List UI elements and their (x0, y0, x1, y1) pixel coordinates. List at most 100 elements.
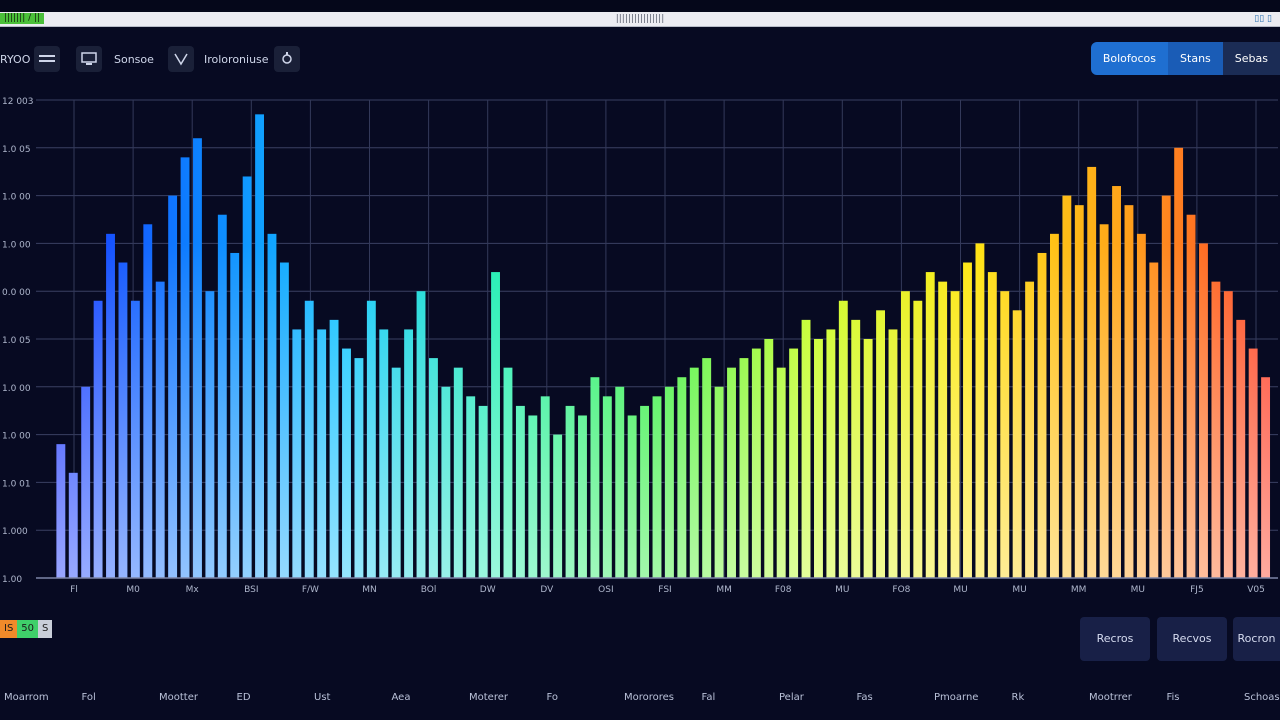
monitor-button[interactable] (76, 46, 102, 72)
spectrum-bar-glow (255, 114, 264, 578)
spectrum-bar-glow (727, 367, 736, 578)
tab-bolofocos[interactable]: Bolofocos (1090, 42, 1169, 75)
bottom-label-row: Moarrom Fol Mootter ED Ust Aea Moterer Fo Mororo… (0, 692, 1280, 710)
spectrum-bar-glow (1261, 377, 1271, 578)
window-controls[interactable]: ▯▯ ▯ (1254, 14, 1272, 24)
bottom-label: ED (236, 692, 251, 703)
spectrum-bar-glow (416, 291, 426, 578)
toolbar: RYOO Sonsoe Iroloroniuse (0, 40, 1280, 78)
bottom-label: Fol (81, 692, 96, 703)
spectrum-bar-glow (503, 367, 513, 578)
spectrum-bar-glow (1124, 205, 1134, 578)
spectrum-bar-glow (826, 329, 836, 578)
spectrum-bar-glow (1000, 291, 1010, 578)
spectrum-bar-glow (279, 262, 289, 578)
spectrum-bar-glow (230, 252, 240, 578)
spectrum-bar-glow (453, 367, 463, 578)
legend-chip-gray[interactable]: S (38, 620, 53, 638)
spectrum-bar-glow (205, 291, 215, 578)
spectrum-bar-glow (1099, 224, 1109, 578)
app-label: RYOO (0, 52, 31, 66)
legend-chip-green[interactable]: 50 (17, 620, 39, 638)
spectrum-bar-glow (528, 415, 538, 578)
spectrum-bar-glow (130, 300, 140, 578)
spectrum-bar-glow (1248, 348, 1258, 578)
tab-sebas[interactable]: Sebas (1222, 42, 1280, 75)
legend-chips: IS 50 S (0, 620, 53, 638)
y-tick-label: 1.0 00 (2, 384, 31, 394)
rocron-button[interactable]: Rocron (1233, 617, 1280, 661)
window-titlebar: ||||||| / || |||||||||||||||| ▯▯ ▯ (0, 12, 1280, 27)
spectrum-bar-glow (118, 262, 128, 578)
spectrum-bar-glow (391, 367, 401, 578)
y-tick-label: 1.0 00 (2, 432, 31, 442)
spectrum-bar-glow (900, 291, 910, 578)
bottom-label: Aea (391, 692, 411, 703)
spectrum-bar-glow (776, 367, 786, 578)
spectrum-bar-glow (714, 386, 724, 578)
x-tick-label: DW (480, 585, 496, 595)
x-tick-label: FO8 (892, 585, 910, 595)
tab-stans[interactable]: Stans (1168, 42, 1223, 75)
spectrum-bar-glow (1211, 281, 1221, 578)
recvos-button[interactable]: Recvos (1157, 617, 1227, 661)
spectrum-bar-glow (466, 396, 476, 578)
spectrum-bar-glow (540, 396, 550, 578)
bottom-label: Mootrrer (1089, 692, 1132, 703)
x-tick-label: MU (953, 585, 967, 595)
spectrum-bar-glow (366, 300, 376, 578)
y-tick-label: 1.0 00 (2, 193, 31, 203)
spectrum-bar-glow (1112, 186, 1121, 578)
y-tick-label: 0.0 00 (2, 288, 31, 298)
toolbar-item-sonsoe[interactable]: Sonsoe (114, 52, 154, 66)
y-tick-label: 1.00 (2, 575, 22, 585)
spectrum-bar-glow (354, 358, 364, 578)
x-tick-label: FSI (658, 585, 671, 595)
spectrum-bar-glow (814, 339, 823, 578)
x-tick-label: MU (1012, 585, 1026, 595)
spectrum-bar-glow (478, 405, 488, 578)
spectrum-bar-glow (876, 310, 885, 578)
spectrum-bar-glow (1199, 243, 1208, 578)
recros-button[interactable]: Recros (1080, 617, 1150, 661)
spectrum-bar-glow (950, 291, 960, 578)
x-tick-label: V05 (1247, 585, 1265, 595)
x-tick-label: MU (835, 585, 849, 595)
spectrum-bar-glow (652, 396, 662, 578)
spectrum-bar-glow (553, 434, 563, 578)
spectrum-bar-glow (1223, 291, 1233, 578)
spectrum-bar-glow (590, 377, 600, 578)
spectrum-bar-glow (664, 386, 674, 578)
spectrum-bar-glow (379, 329, 389, 578)
x-tick-label: Fl (70, 585, 78, 595)
x-tick-label: DV (540, 585, 554, 595)
bottom-label: Pmoarne (934, 692, 979, 703)
spectrum-bar-glow (1174, 147, 1184, 579)
bottom-label: Fal (701, 692, 716, 703)
settings-button[interactable] (274, 46, 300, 72)
spectrum-bar-glow (1149, 262, 1159, 578)
route-button[interactable] (168, 46, 194, 72)
x-tick-label: BOl (421, 585, 437, 595)
toolbar-item-iroloroniuse[interactable]: Iroloroniuse (204, 52, 269, 66)
x-tick-label: F/W (302, 585, 319, 595)
y-tick-label: 1.0 05 (2, 336, 31, 346)
y-tick-label: 1.0 05 (2, 145, 31, 155)
spectrum-bar-glow (342, 348, 351, 578)
spectrum-bar-glow (180, 157, 190, 579)
monitor-icon (76, 46, 102, 72)
spectrum-bar-glow (751, 348, 761, 578)
spectrum-bar-glow (1037, 252, 1047, 578)
menu-button[interactable] (34, 46, 60, 72)
view-tabs: Bolofocos Stans Sebas (1090, 42, 1280, 75)
spectrum-bar-glow (987, 272, 997, 578)
spectrum-bar-glow (1074, 205, 1084, 578)
legend-chip-orange[interactable]: IS (0, 620, 18, 638)
spectrum-bar-glow (1136, 233, 1146, 578)
top-strip (0, 0, 1280, 12)
x-tick-label: Mx (186, 585, 200, 595)
spectrum-bar-glow (739, 358, 749, 578)
x-tick-label: BSI (244, 585, 258, 595)
spectrum-bar-glow (801, 319, 811, 578)
spectrum-bar-glow (702, 358, 712, 578)
